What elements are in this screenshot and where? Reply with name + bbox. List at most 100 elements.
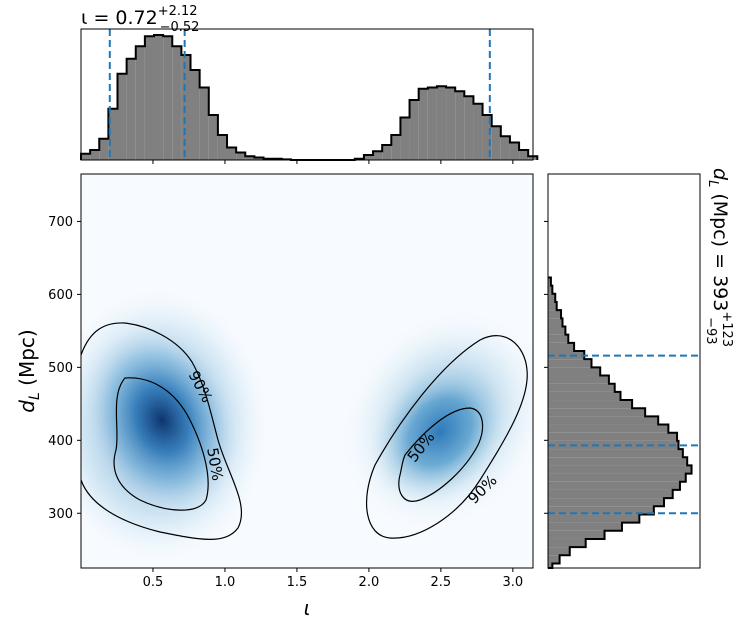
iota-hist-bar bbox=[90, 150, 100, 160]
density-heatmap: 90% 50% 50% 90% bbox=[81, 290, 533, 560]
contour-90-right bbox=[366, 335, 528, 539]
dl-credible-lines bbox=[548, 354, 700, 515]
dl-hist-bar bbox=[548, 416, 659, 425]
dl-hist-bar bbox=[548, 457, 688, 466]
iota-hist-bar bbox=[409, 100, 419, 160]
dl-hist-bar bbox=[548, 342, 575, 352]
dl-hist-bar bbox=[548, 359, 592, 368]
x-tick-label: 3.0 bbox=[503, 575, 524, 590]
dl-hist-bar bbox=[548, 310, 562, 319]
dl-hist-bar bbox=[548, 318, 563, 327]
dl-panel-frame bbox=[547, 173, 701, 569]
iota-hist-bar bbox=[99, 138, 109, 160]
dl-hist-bar bbox=[548, 334, 569, 343]
dl-hist-bar bbox=[548, 326, 566, 335]
joint-density-panel: 90% 50% 50% 90% 0.5 1.0 1.5 2.0 2.5 3.0 300 40… bbox=[15, 173, 534, 620]
iota-marginal-panel: ι = 0.72+2.12 −0.52 bbox=[80, 4, 539, 164]
iota-hist-bar bbox=[491, 126, 501, 160]
dl-hist-bar bbox=[548, 293, 556, 302]
dl-hist-bar bbox=[548, 506, 654, 515]
iota-histogram bbox=[80, 34, 539, 161]
y-tick-label: 500 bbox=[48, 361, 73, 376]
iota-hist-bar bbox=[446, 87, 456, 160]
dl-hist-bar bbox=[548, 522, 622, 531]
iota-panel-ticks bbox=[152, 160, 514, 164]
iota-hist-bar bbox=[382, 145, 392, 160]
x-axis-label: ι bbox=[304, 596, 311, 620]
contour-50-right bbox=[398, 407, 484, 502]
dl-hist-bar bbox=[548, 538, 586, 548]
iota-hist-bar bbox=[509, 142, 520, 160]
dl-hist-bar bbox=[548, 367, 601, 376]
dl-marginal-panel: dL (Mpc) = 393+123−93 bbox=[544, 168, 734, 569]
dl-hist-bar bbox=[548, 301, 557, 311]
dl-hist-bar bbox=[548, 277, 551, 286]
dl-hist-bar bbox=[548, 400, 633, 409]
dl-summary-title: dL (Mpc) = 393+123−93 bbox=[703, 168, 734, 347]
dl-hist-bar bbox=[548, 391, 621, 401]
dl-hist-bar bbox=[548, 473, 686, 482]
dl-hist-outline bbox=[548, 276, 693, 569]
dl-hist-bar bbox=[548, 555, 560, 564]
dl-histogram bbox=[548, 276, 693, 569]
iota-hist-bar bbox=[482, 115, 492, 160]
dl-hist-bar bbox=[548, 375, 609, 384]
dl-hist-bar bbox=[548, 285, 553, 294]
iota-hist-bar bbox=[217, 135, 228, 160]
iota-hist-bar bbox=[245, 156, 255, 160]
iota-hist-bar bbox=[363, 155, 374, 160]
dl-hist-bar bbox=[548, 465, 692, 474]
iota-hist-bar bbox=[391, 135, 401, 160]
dl-hist-bar bbox=[548, 481, 680, 490]
iota-hist-bar bbox=[418, 88, 428, 160]
y-tick-label: 700 bbox=[48, 215, 73, 230]
iota-summary-title: ι = 0.72+2.12 −0.52 bbox=[81, 4, 199, 35]
y-tick-label: 300 bbox=[48, 507, 73, 522]
dl-hist-bar bbox=[548, 530, 605, 539]
iota-hist-bar bbox=[190, 70, 200, 160]
dl-hist-bar bbox=[548, 383, 615, 392]
dl-hist-bar bbox=[548, 424, 669, 433]
contour-90-left bbox=[81, 322, 243, 540]
iota-hist-bar bbox=[144, 36, 155, 160]
contour-label-50-left: 50% bbox=[203, 446, 227, 482]
dl-hist-bar bbox=[548, 547, 570, 556]
x-axis-ticks: 0.5 1.0 1.5 2.0 2.5 3.0 bbox=[143, 568, 524, 590]
iota-hist-bar bbox=[126, 58, 136, 160]
density-blob-left-core bbox=[86, 327, 238, 513]
iota-hist-bar bbox=[227, 147, 237, 160]
dl-hist-bar bbox=[548, 408, 646, 417]
iota-hist-bar bbox=[427, 87, 437, 160]
iota-hist-bar bbox=[199, 87, 209, 160]
iota-hist-bar bbox=[117, 73, 127, 160]
iota-hist-bar bbox=[519, 150, 529, 160]
iota-hist-bar bbox=[455, 91, 465, 160]
dl-hist-bar bbox=[548, 563, 553, 568]
y-axis-ticks: 300 400 500 600 700 bbox=[48, 215, 81, 522]
dl-hist-bar bbox=[548, 498, 664, 507]
iota-hist-bar bbox=[181, 55, 191, 160]
iota-hist-bar bbox=[254, 157, 264, 160]
dl-hist-bar bbox=[548, 514, 640, 523]
dl-panel-ticks bbox=[544, 220, 548, 514]
x-tick-label: 0.5 bbox=[143, 575, 164, 590]
iota-hist-bar bbox=[154, 35, 164, 160]
x-tick-label: 2.5 bbox=[431, 575, 452, 590]
iota-hist-bar bbox=[464, 96, 474, 160]
iota-hist-bar bbox=[172, 46, 182, 160]
y-tick-label: 600 bbox=[48, 288, 73, 303]
y-axis-label: dL (Mpc) bbox=[15, 329, 43, 412]
iota-hist-bar bbox=[500, 136, 510, 160]
iota-panel-frame bbox=[80, 28, 534, 161]
iota-hist-bar bbox=[163, 36, 173, 160]
iota-hist-bar bbox=[208, 115, 218, 160]
iota-hist-bar bbox=[108, 108, 118, 160]
y-tick-label: 400 bbox=[48, 434, 73, 449]
dl-hist-bar bbox=[548, 351, 585, 360]
dl-hist-bar bbox=[548, 440, 679, 450]
x-tick-label: 2.0 bbox=[359, 575, 380, 590]
x-tick-label: 1.0 bbox=[215, 575, 236, 590]
dl-hist-bar bbox=[548, 449, 683, 458]
density-blob-right-core bbox=[369, 358, 511, 506]
iota-hist-bar bbox=[135, 46, 145, 160]
